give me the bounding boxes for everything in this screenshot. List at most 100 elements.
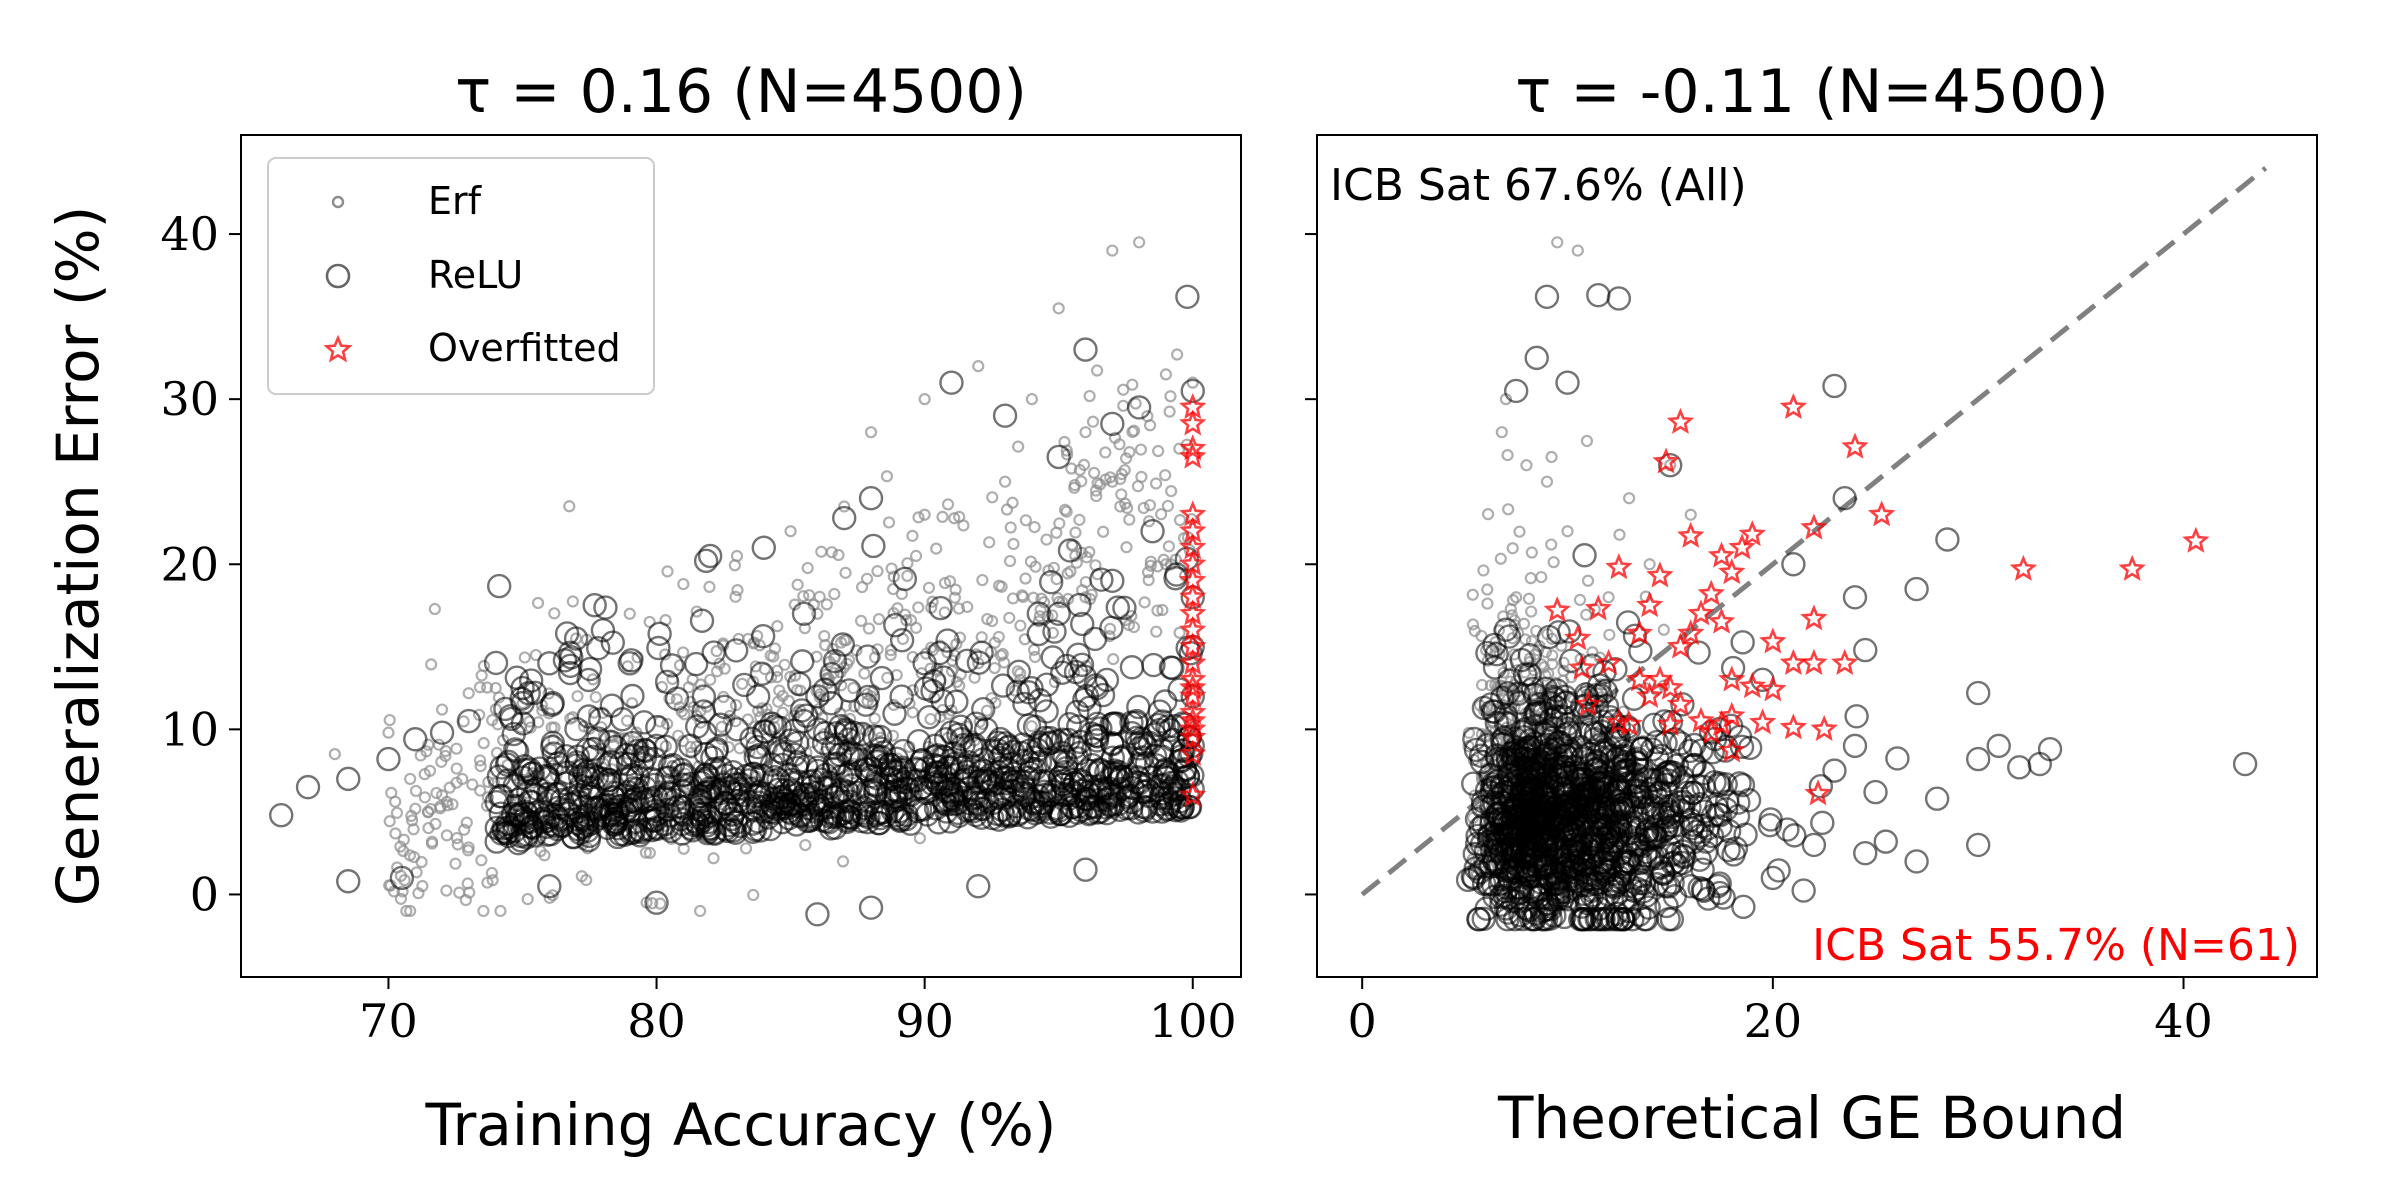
left-erf-point — [423, 764, 437, 777]
annotation-icb-overfitted: ICB Sat 55.7% (N=61) — [1812, 920, 2300, 971]
left-erf-point — [778, 658, 791, 671]
left-erf-point — [1012, 440, 1025, 453]
left-erf-point — [828, 587, 841, 601]
right-relu-point — [1471, 695, 1497, 721]
left-relu-point — [935, 628, 960, 653]
left-relu-point — [1038, 569, 1064, 595]
left-erf-point — [485, 866, 498, 880]
left-relu-point — [883, 613, 908, 638]
left-x-tick-label: 90 — [895, 994, 954, 1048]
left-relu-point — [611, 783, 636, 809]
left-relu-point — [1083, 673, 1108, 698]
left-erf-point — [880, 470, 894, 483]
left-relu-point — [495, 768, 520, 793]
left-relu-point — [1073, 857, 1098, 882]
left-relu-point — [818, 691, 844, 716]
left-relu-point — [403, 727, 428, 752]
left-relu-point — [1089, 567, 1114, 592]
left-erf-point — [799, 838, 812, 852]
right-erf-point — [1477, 564, 1490, 577]
left-relu-point — [939, 370, 964, 395]
left-relu-point — [850, 721, 875, 747]
right-relu-point — [1775, 817, 1800, 842]
left-relu-point — [782, 742, 807, 767]
right-relu-point — [1535, 891, 1560, 916]
left-relu-point — [563, 626, 589, 651]
left-relu-point — [888, 807, 913, 832]
left-relu-point — [889, 684, 914, 709]
left-relu-point — [645, 714, 670, 740]
left-erf-point — [784, 525, 797, 538]
annotation-icb-all: ICB Sat 67.6% (All) — [1330, 160, 1747, 211]
left-erf-point — [1061, 567, 1074, 580]
left-relu-point — [1006, 659, 1032, 684]
right-overfitted-point — [1728, 533, 1756, 560]
left-relu-point — [682, 808, 707, 834]
left-erf-point — [623, 607, 636, 620]
right-relu-point — [1478, 854, 1503, 879]
left-relu-point — [1026, 621, 1051, 647]
left-erf-point — [988, 636, 1001, 649]
right-relu-point — [1721, 842, 1746, 867]
right-axes-frame — [1316, 134, 2318, 978]
right-relu-point — [1596, 837, 1621, 863]
right-relu-point — [1730, 772, 1756, 798]
left-erf-point — [922, 581, 936, 594]
left-erf-point — [563, 500, 576, 513]
left-relu-point — [620, 730, 645, 756]
right-relu-point — [1610, 759, 1636, 784]
left-erf-point — [450, 776, 463, 789]
left-erf-point — [948, 512, 961, 525]
left-relu-point — [646, 635, 671, 661]
right-series-relu — [1455, 282, 2258, 932]
left-erf-point — [952, 602, 966, 615]
left-relu-point — [861, 743, 887, 768]
left-erf-point — [494, 904, 507, 918]
left-erf-point — [1134, 443, 1148, 456]
left-relu-point — [858, 486, 884, 511]
left-erf-point — [489, 681, 502, 695]
right-relu-point — [1965, 680, 1991, 706]
left-erf-point — [462, 687, 475, 700]
left-y-tick-label: 20 — [160, 537, 219, 591]
left-relu-point — [1100, 568, 1125, 593]
left-erf-point — [998, 656, 1011, 669]
left-relu-point — [830, 632, 856, 657]
right-relu-point — [1584, 744, 1610, 769]
left-relu-point — [496, 749, 521, 775]
left-relu-point — [745, 684, 771, 709]
left-relu-point — [692, 720, 718, 745]
left-erf-point — [1025, 720, 1038, 733]
left-erf-point — [767, 650, 780, 663]
left-erf-point — [1103, 622, 1117, 635]
left-erf-point — [1086, 415, 1100, 428]
left-relu-point — [858, 895, 884, 920]
right-relu-point — [1644, 825, 1669, 850]
left-erf-point — [926, 595, 939, 608]
left-relu-point — [582, 593, 607, 618]
left-erf-point — [643, 846, 656, 860]
left-relu-point — [654, 765, 680, 791]
left-erf-point — [1138, 596, 1151, 609]
left-relu-point — [1141, 652, 1166, 678]
right-overfitted-point — [1779, 713, 1808, 740]
left-erf-point — [1019, 572, 1032, 585]
left-erf-point — [546, 889, 559, 902]
right-erf-point — [1525, 605, 1538, 618]
right-relu-point — [1678, 873, 1703, 899]
right-relu-point — [1627, 902, 1652, 927]
left-relu-point — [1085, 724, 1110, 749]
left-relu-point — [1147, 699, 1172, 724]
right-relu-point — [1489, 892, 1514, 917]
left-erf-point — [707, 852, 720, 865]
left-erf-point — [953, 631, 967, 644]
right-relu-point — [1705, 873, 1731, 899]
right-relu-point — [1538, 906, 1563, 931]
left-erf-point — [1165, 485, 1178, 498]
left-relu-point — [577, 823, 602, 849]
left-relu-point — [1070, 611, 1095, 637]
left-erf-point — [839, 566, 852, 579]
left-erf-point — [840, 657, 854, 670]
left-erf-point — [882, 516, 896, 529]
left-relu-point — [749, 661, 775, 686]
